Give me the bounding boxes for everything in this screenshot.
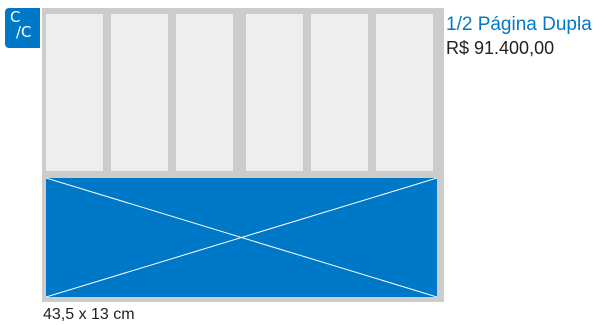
half-page-ad-area [46,178,437,297]
column-panel [111,14,168,171]
ad-area-cross-lines [46,178,437,297]
cc-badge-bottom: /C [16,23,32,41]
spread-layout-diagram [42,8,444,302]
column-panel [376,14,433,171]
column-panel [176,14,233,171]
column-panel [246,14,303,171]
cc-badge: C /C [5,8,40,48]
ad-dimensions: 43,5 x 13 cm [43,306,135,323]
ad-format-title: 1/2 Página Dupla [446,14,592,35]
ad-price: R$ 91.400,00 [446,38,555,58]
column-panel [311,14,368,171]
column-panel [46,14,103,171]
cc-badge-top: C [10,8,21,26]
